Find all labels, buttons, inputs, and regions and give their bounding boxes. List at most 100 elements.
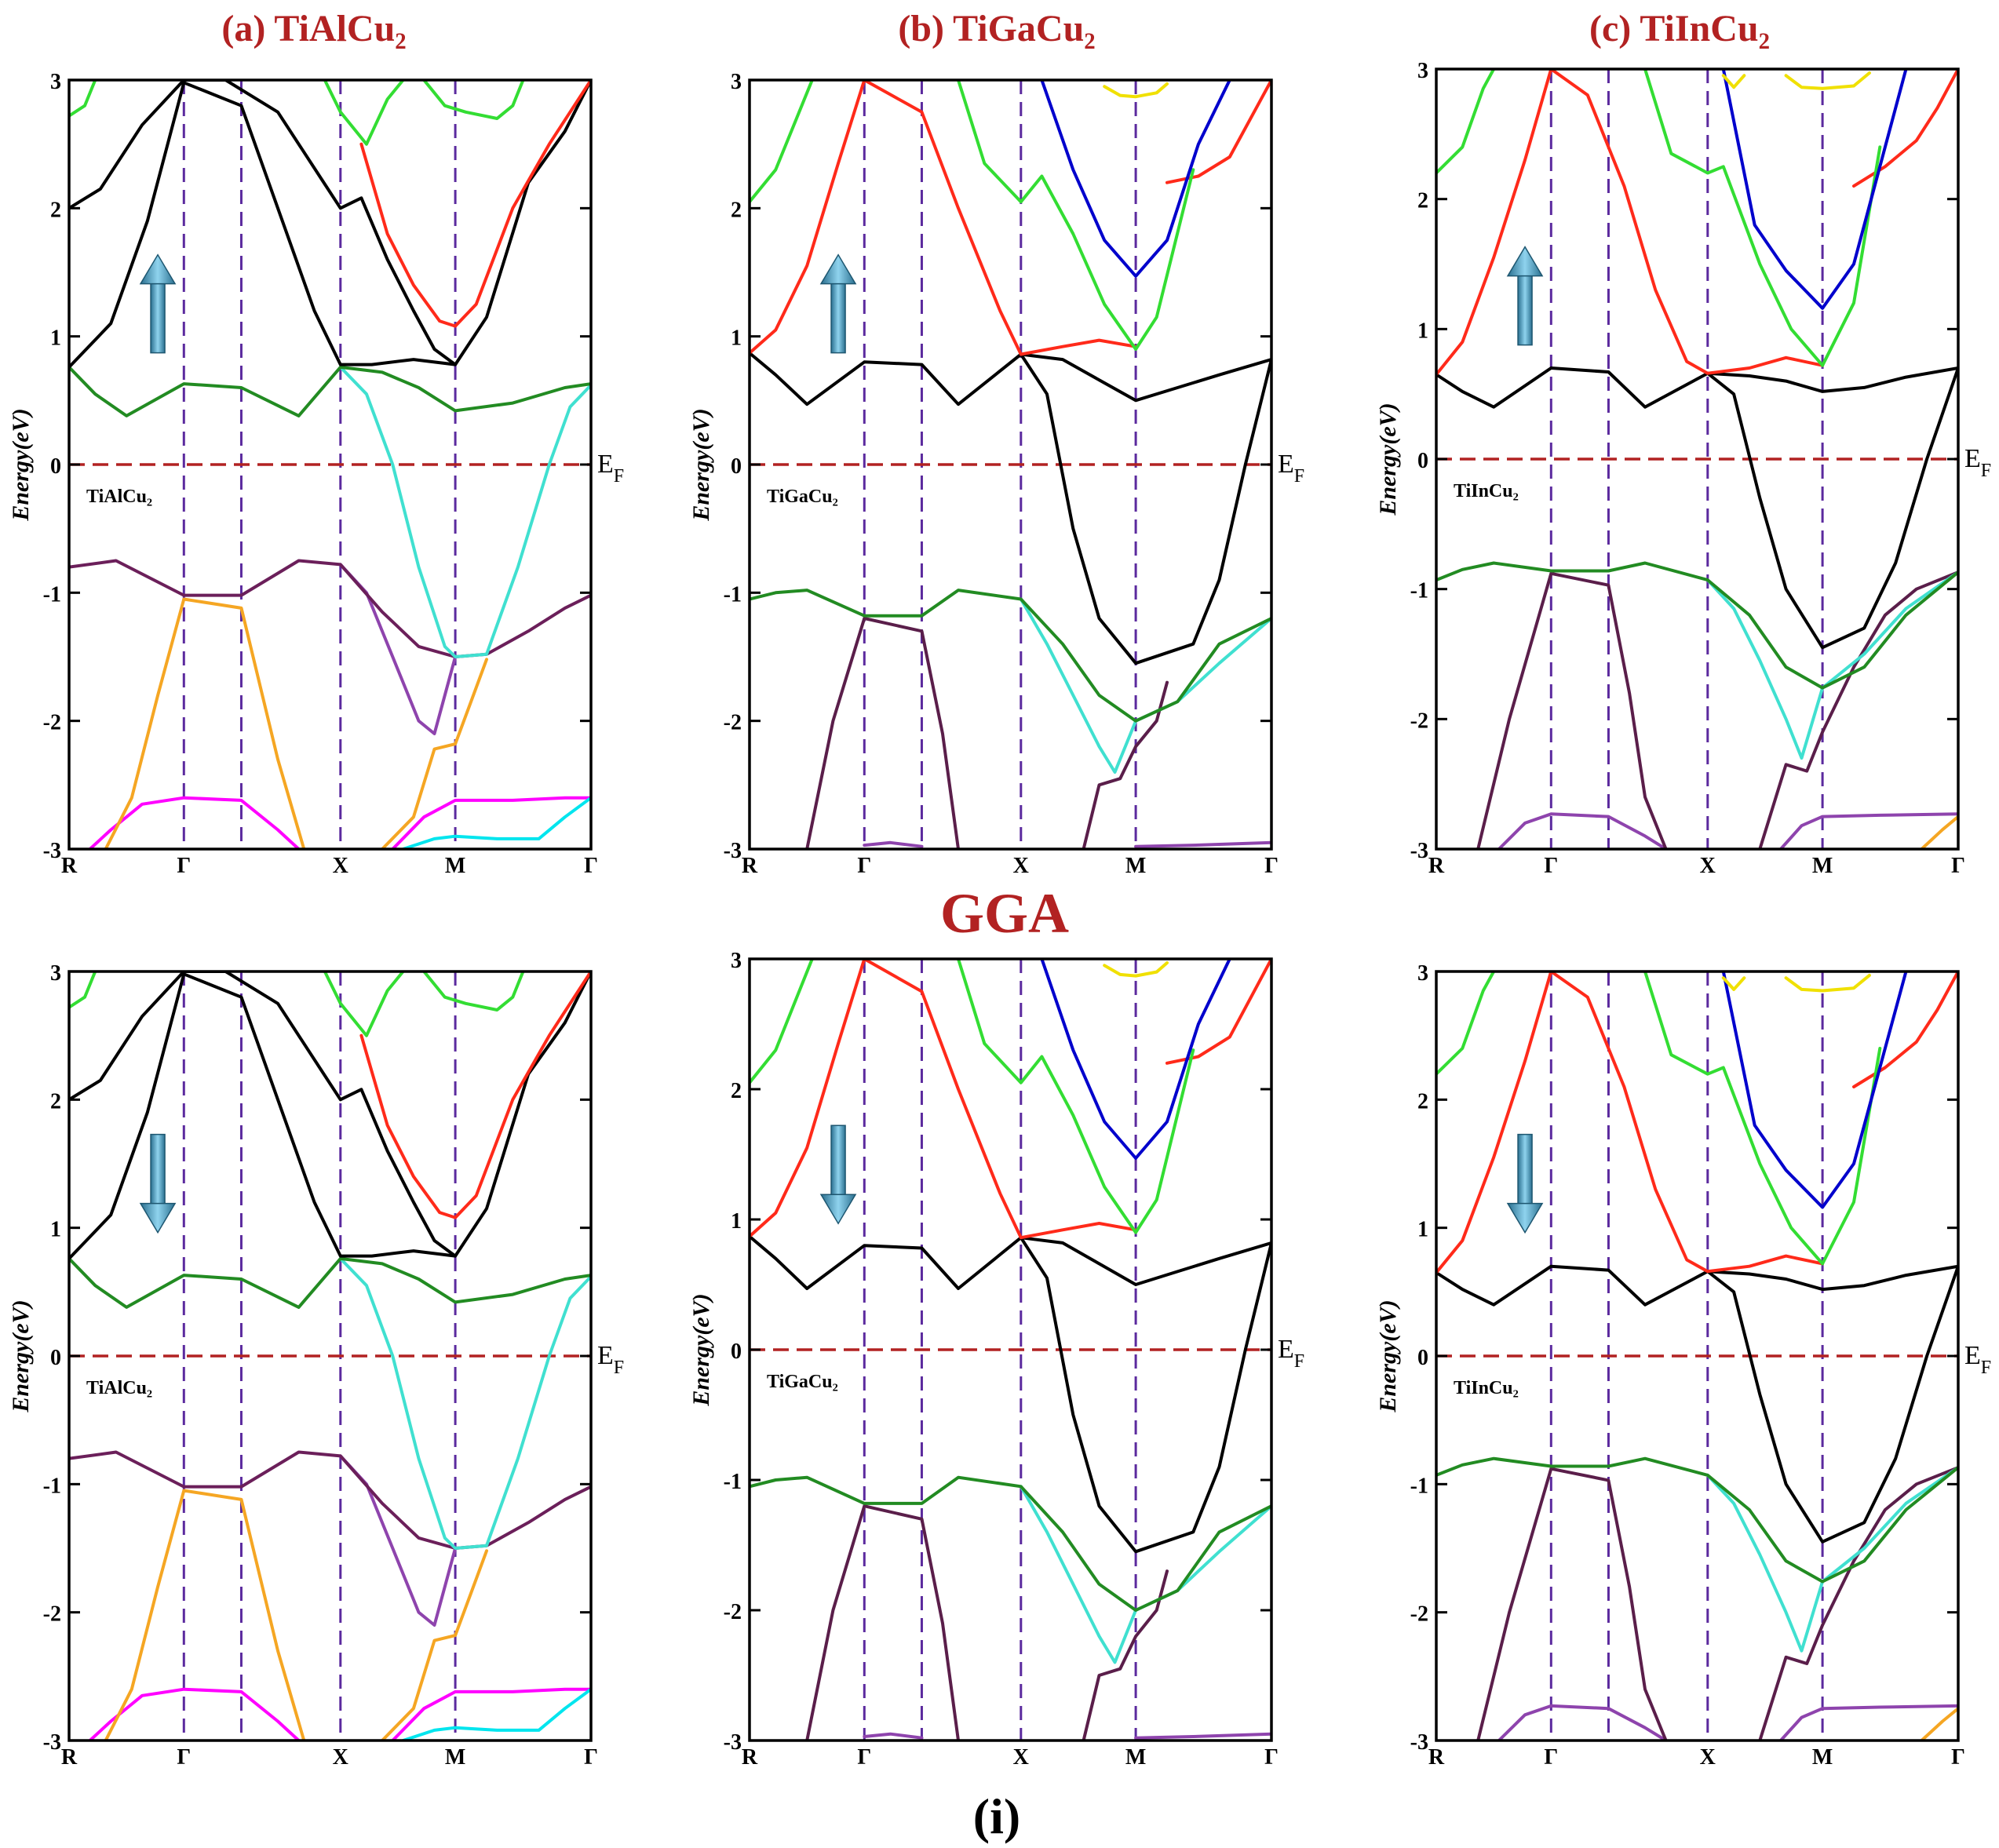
fermi-label-sub: F xyxy=(1981,461,1991,481)
y-tick-label: -1 xyxy=(43,582,61,607)
band-line xyxy=(1784,973,1871,993)
y-tick-label: 2 xyxy=(731,1079,742,1103)
y-tick-label: -1 xyxy=(43,1474,61,1498)
y-axis-label: Energy(eV) xyxy=(8,1299,34,1412)
fermi-label: EF xyxy=(1964,1341,1991,1378)
fermi-label-sub: F xyxy=(614,1358,624,1378)
band-line xyxy=(1019,1485,1271,1664)
spin-up-arrowhead-icon xyxy=(139,253,177,285)
material-label: TiAlCu₂ xyxy=(86,1378,152,1398)
kpoint-label: Γ xyxy=(1951,1745,1965,1770)
y-tick-label: 2 xyxy=(50,1089,61,1114)
y-axis-label: Energy(eV) xyxy=(1375,1299,1401,1412)
figure-caption: (i) xyxy=(973,1788,1020,1844)
band-line xyxy=(750,1475,1271,1612)
y-tick-label: 1 xyxy=(1417,319,1428,343)
band-line xyxy=(381,658,488,849)
band-line xyxy=(1920,815,1958,849)
band-line xyxy=(69,80,591,369)
y-tick-label: 3 xyxy=(731,949,742,973)
band-line xyxy=(359,80,591,328)
band-line xyxy=(88,796,301,849)
kpoint-label: Γ xyxy=(177,1745,191,1770)
band-line xyxy=(1436,69,1825,377)
band-line xyxy=(1758,570,1958,849)
y-tick-label: 0 xyxy=(1417,1346,1428,1370)
band-line xyxy=(422,971,525,1011)
kpoint-label: R xyxy=(61,1745,78,1770)
kpoint-label: Γ xyxy=(1544,1745,1558,1770)
band-line xyxy=(750,80,814,204)
kpoint-label: M xyxy=(1125,854,1146,878)
spin-up-arrow-icon xyxy=(830,281,846,354)
spin-down-arrow-icon xyxy=(830,1124,846,1197)
y-tick-label: 0 xyxy=(1417,449,1428,473)
y-tick-label: 0 xyxy=(731,454,742,479)
kpoint-label: M xyxy=(1125,1745,1146,1770)
band-line xyxy=(1721,69,1908,310)
panel-title: (a) TiAlCu₂ xyxy=(221,8,406,49)
y-tick-label: 2 xyxy=(1417,189,1428,213)
band-line xyxy=(1082,1569,1169,1740)
panel-c-down: -3 -2 -1 0 1 2 3 R Γ X M Γ Energy(eV) EF TiInCu₂ xyxy=(1375,961,1991,1770)
kpoint-label: R xyxy=(1428,854,1445,878)
y-tick-label: -1 xyxy=(1410,1474,1428,1498)
band-line xyxy=(863,840,924,848)
fermi-label-sub: F xyxy=(1294,466,1304,487)
kpoint-label: Γ xyxy=(1951,854,1965,878)
band-line xyxy=(1705,570,1958,760)
band-line xyxy=(1436,561,1958,690)
bands xyxy=(69,80,591,849)
band-line xyxy=(805,617,960,849)
panel-a-up: (a) TiAlCu₂ -3 -2 -1 0 1 2 3 R Γ X M Γ Energy(eV) EF Ti… xyxy=(8,8,624,878)
band-line xyxy=(1019,1236,1271,1286)
band-line xyxy=(1436,971,1496,1076)
band-line xyxy=(1476,571,1668,849)
y-tick-label: 3 xyxy=(1417,961,1428,986)
kpoint-label: Γ xyxy=(1264,1745,1279,1770)
spin-down-arrow-icon xyxy=(1517,1133,1533,1206)
band-line xyxy=(69,80,97,118)
kpoint-label: R xyxy=(742,854,758,878)
y-tick-label: 3 xyxy=(50,70,61,94)
y-tick-label: 0 xyxy=(731,1340,742,1364)
spin-up-arrow-icon xyxy=(1517,273,1533,346)
bands xyxy=(69,971,591,1740)
band-line xyxy=(957,959,1195,1234)
panel-b-up: (b) TiGaCu₂ -3 -2 -1 0 1 2 3 R Γ X M Γ Energy(eV) EF Ti… xyxy=(688,8,1304,878)
y-axis-label: Energy(eV) xyxy=(8,408,34,521)
y-axis-label: Energy(eV) xyxy=(1375,403,1401,516)
band-line xyxy=(69,80,458,366)
fermi-label: EF xyxy=(1964,444,1991,481)
material-label: TiAlCu₂ xyxy=(86,487,152,507)
band-line xyxy=(863,1732,924,1740)
kpoint-label: R xyxy=(1428,1745,1445,1770)
band-line xyxy=(1778,1704,1958,1740)
spin-up-arrowhead-icon xyxy=(1506,246,1544,277)
y-tick-label: 1 xyxy=(50,1218,61,1242)
band-line xyxy=(1436,1264,1958,1544)
y-tick-label: 1 xyxy=(1417,1218,1428,1242)
fermi-label-sub: F xyxy=(1981,1358,1991,1378)
y-axis-label: Energy(eV) xyxy=(688,408,714,521)
material-label: TiGaCu₂ xyxy=(767,1372,838,1392)
band-line xyxy=(1134,1732,1271,1740)
y-tick-label: 0 xyxy=(50,1346,61,1370)
band-line xyxy=(391,1687,591,1740)
kpoint-label: M xyxy=(445,1745,465,1770)
y-tick-label: -2 xyxy=(724,711,742,735)
spin-down-arrowhead-icon xyxy=(819,1194,857,1225)
y-tick-label: -1 xyxy=(724,582,742,607)
kpoint-label: M xyxy=(445,854,465,878)
band-line xyxy=(1497,1704,1668,1740)
band-line xyxy=(69,365,591,417)
fermi-label-sub: F xyxy=(1294,1351,1304,1372)
y-tick-label: -3 xyxy=(43,1730,61,1755)
kpoint-label: Γ xyxy=(584,854,598,878)
y-tick-label: -3 xyxy=(724,839,742,863)
band-line xyxy=(1705,1466,1958,1653)
band-line xyxy=(1040,959,1231,1160)
band-line xyxy=(1040,80,1231,278)
y-tick-label: 3 xyxy=(50,961,61,986)
